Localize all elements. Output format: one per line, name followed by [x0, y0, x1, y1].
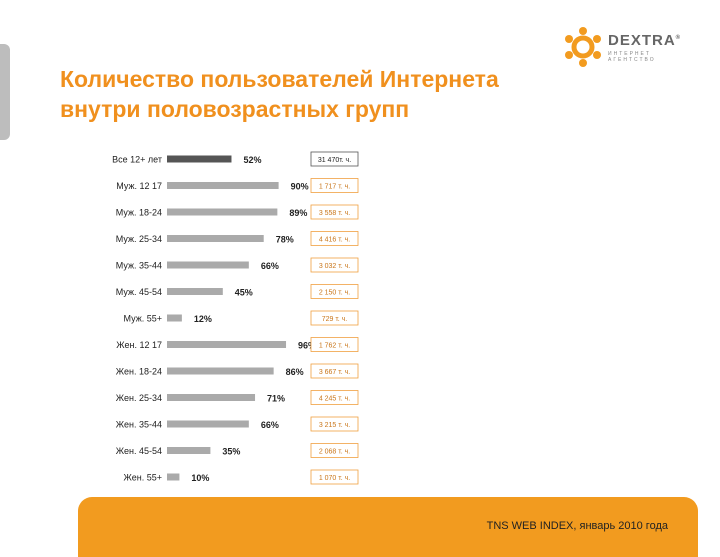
category-label: Жен. 25-34	[116, 393, 162, 403]
users-box	[310, 443, 359, 458]
users-box	[310, 416, 359, 432]
title-line-2: внутри половозрастных групп	[60, 96, 410, 122]
value-label: 89%	[289, 208, 307, 218]
users-box	[310, 469, 359, 485]
users-label: 729 т. ч.	[322, 316, 348, 323]
value-label: 66%	[261, 420, 279, 430]
category-label: Муж. 18-24	[116, 208, 162, 218]
users-box	[310, 337, 359, 352]
bar	[167, 155, 232, 163]
category-label: Жен. 45-54	[116, 446, 162, 456]
bar	[167, 288, 223, 295]
bar-chart: Все 12+ лет 52% 31 470т. ч. Муж. 12 17 90% 1 …	[112, 151, 359, 485]
bar	[167, 447, 211, 454]
dextra-logo: DEXTRA® ИНТЕРНЕТ АГЕНТСТВО	[560, 24, 680, 70]
bar	[167, 261, 249, 269]
users-label: 1 070 т. ч.	[319, 475, 350, 482]
value-label: 96%	[298, 341, 316, 351]
category-label: Муж. 12 17	[116, 181, 162, 191]
category-label: Жен. 35-44	[116, 420, 162, 430]
value-label: 35%	[222, 447, 240, 457]
category-label: Муж. 55+	[124, 314, 163, 324]
page-title: Количество пользователей Интернета внутр…	[60, 64, 620, 124]
users-box	[310, 257, 359, 273]
value-label: 12%	[194, 314, 212, 324]
title-line-1: Количество пользователей Интернета	[60, 66, 499, 92]
bar	[167, 182, 279, 189]
users-label: 3 032 т. ч.	[319, 263, 350, 270]
users-label: 4 245 т. ч.	[319, 396, 350, 403]
users-label: 3 215 т. ч.	[319, 422, 350, 429]
value-label: 10%	[191, 473, 209, 483]
value-label: 78%	[276, 235, 294, 245]
logo-subtitle: ИНТЕРНЕТ АГЕНТСТВО	[608, 51, 656, 63]
bar	[167, 473, 180, 481]
users-box	[310, 151, 359, 167]
category-label: Жен. 12 17	[116, 340, 162, 350]
users-label: 1 762 т. ч.	[319, 343, 350, 350]
value-label: 71%	[267, 394, 285, 404]
value-label: 66%	[261, 261, 279, 271]
users-label: 3 667 т. ч.	[319, 369, 350, 376]
bar	[167, 394, 256, 401]
logo-gear-icon	[565, 27, 601, 67]
category-label: Муж. 45-54	[116, 287, 162, 297]
users-label: 1 717 т. ч.	[319, 184, 350, 191]
value-label: 86%	[286, 367, 304, 377]
value-label: 52%	[243, 155, 261, 165]
users-label: 3 558 т. ч.	[319, 210, 350, 217]
users-box	[310, 390, 359, 405]
users-box	[310, 231, 359, 246]
bar	[167, 420, 249, 428]
users-label: 31 470т. ч.	[318, 157, 351, 164]
bar	[167, 367, 274, 375]
category-label: Муж. 35-44	[116, 261, 162, 271]
users-box	[310, 178, 359, 193]
users-box	[310, 204, 359, 220]
users-label: 2 068 т. ч.	[319, 449, 350, 456]
users-label: 4 416 т. ч.	[319, 237, 350, 244]
bar	[167, 208, 278, 216]
bar	[167, 235, 264, 242]
footer-bar: TNS WEB INDEX, январь 2010 года	[78, 497, 698, 557]
value-label: 45%	[235, 288, 253, 298]
logo-text: DEXTRA®	[608, 32, 682, 49]
value-label: 90%	[291, 182, 309, 192]
footer-source: TNS WEB INDEX, январь 2010 года	[486, 520, 668, 532]
category-label: Жен. 55+	[124, 473, 162, 483]
users-box	[310, 310, 359, 326]
category-label: Жен. 18-24	[116, 367, 162, 377]
category-label: Все 12+ лет	[112, 155, 162, 165]
category-label: Муж. 25-34	[116, 234, 162, 244]
users-label: 2 150 т. ч.	[319, 290, 350, 297]
side-tab	[0, 44, 10, 140]
users-box	[310, 284, 359, 299]
bar	[167, 314, 182, 322]
users-box	[310, 363, 359, 379]
bar	[167, 341, 287, 348]
